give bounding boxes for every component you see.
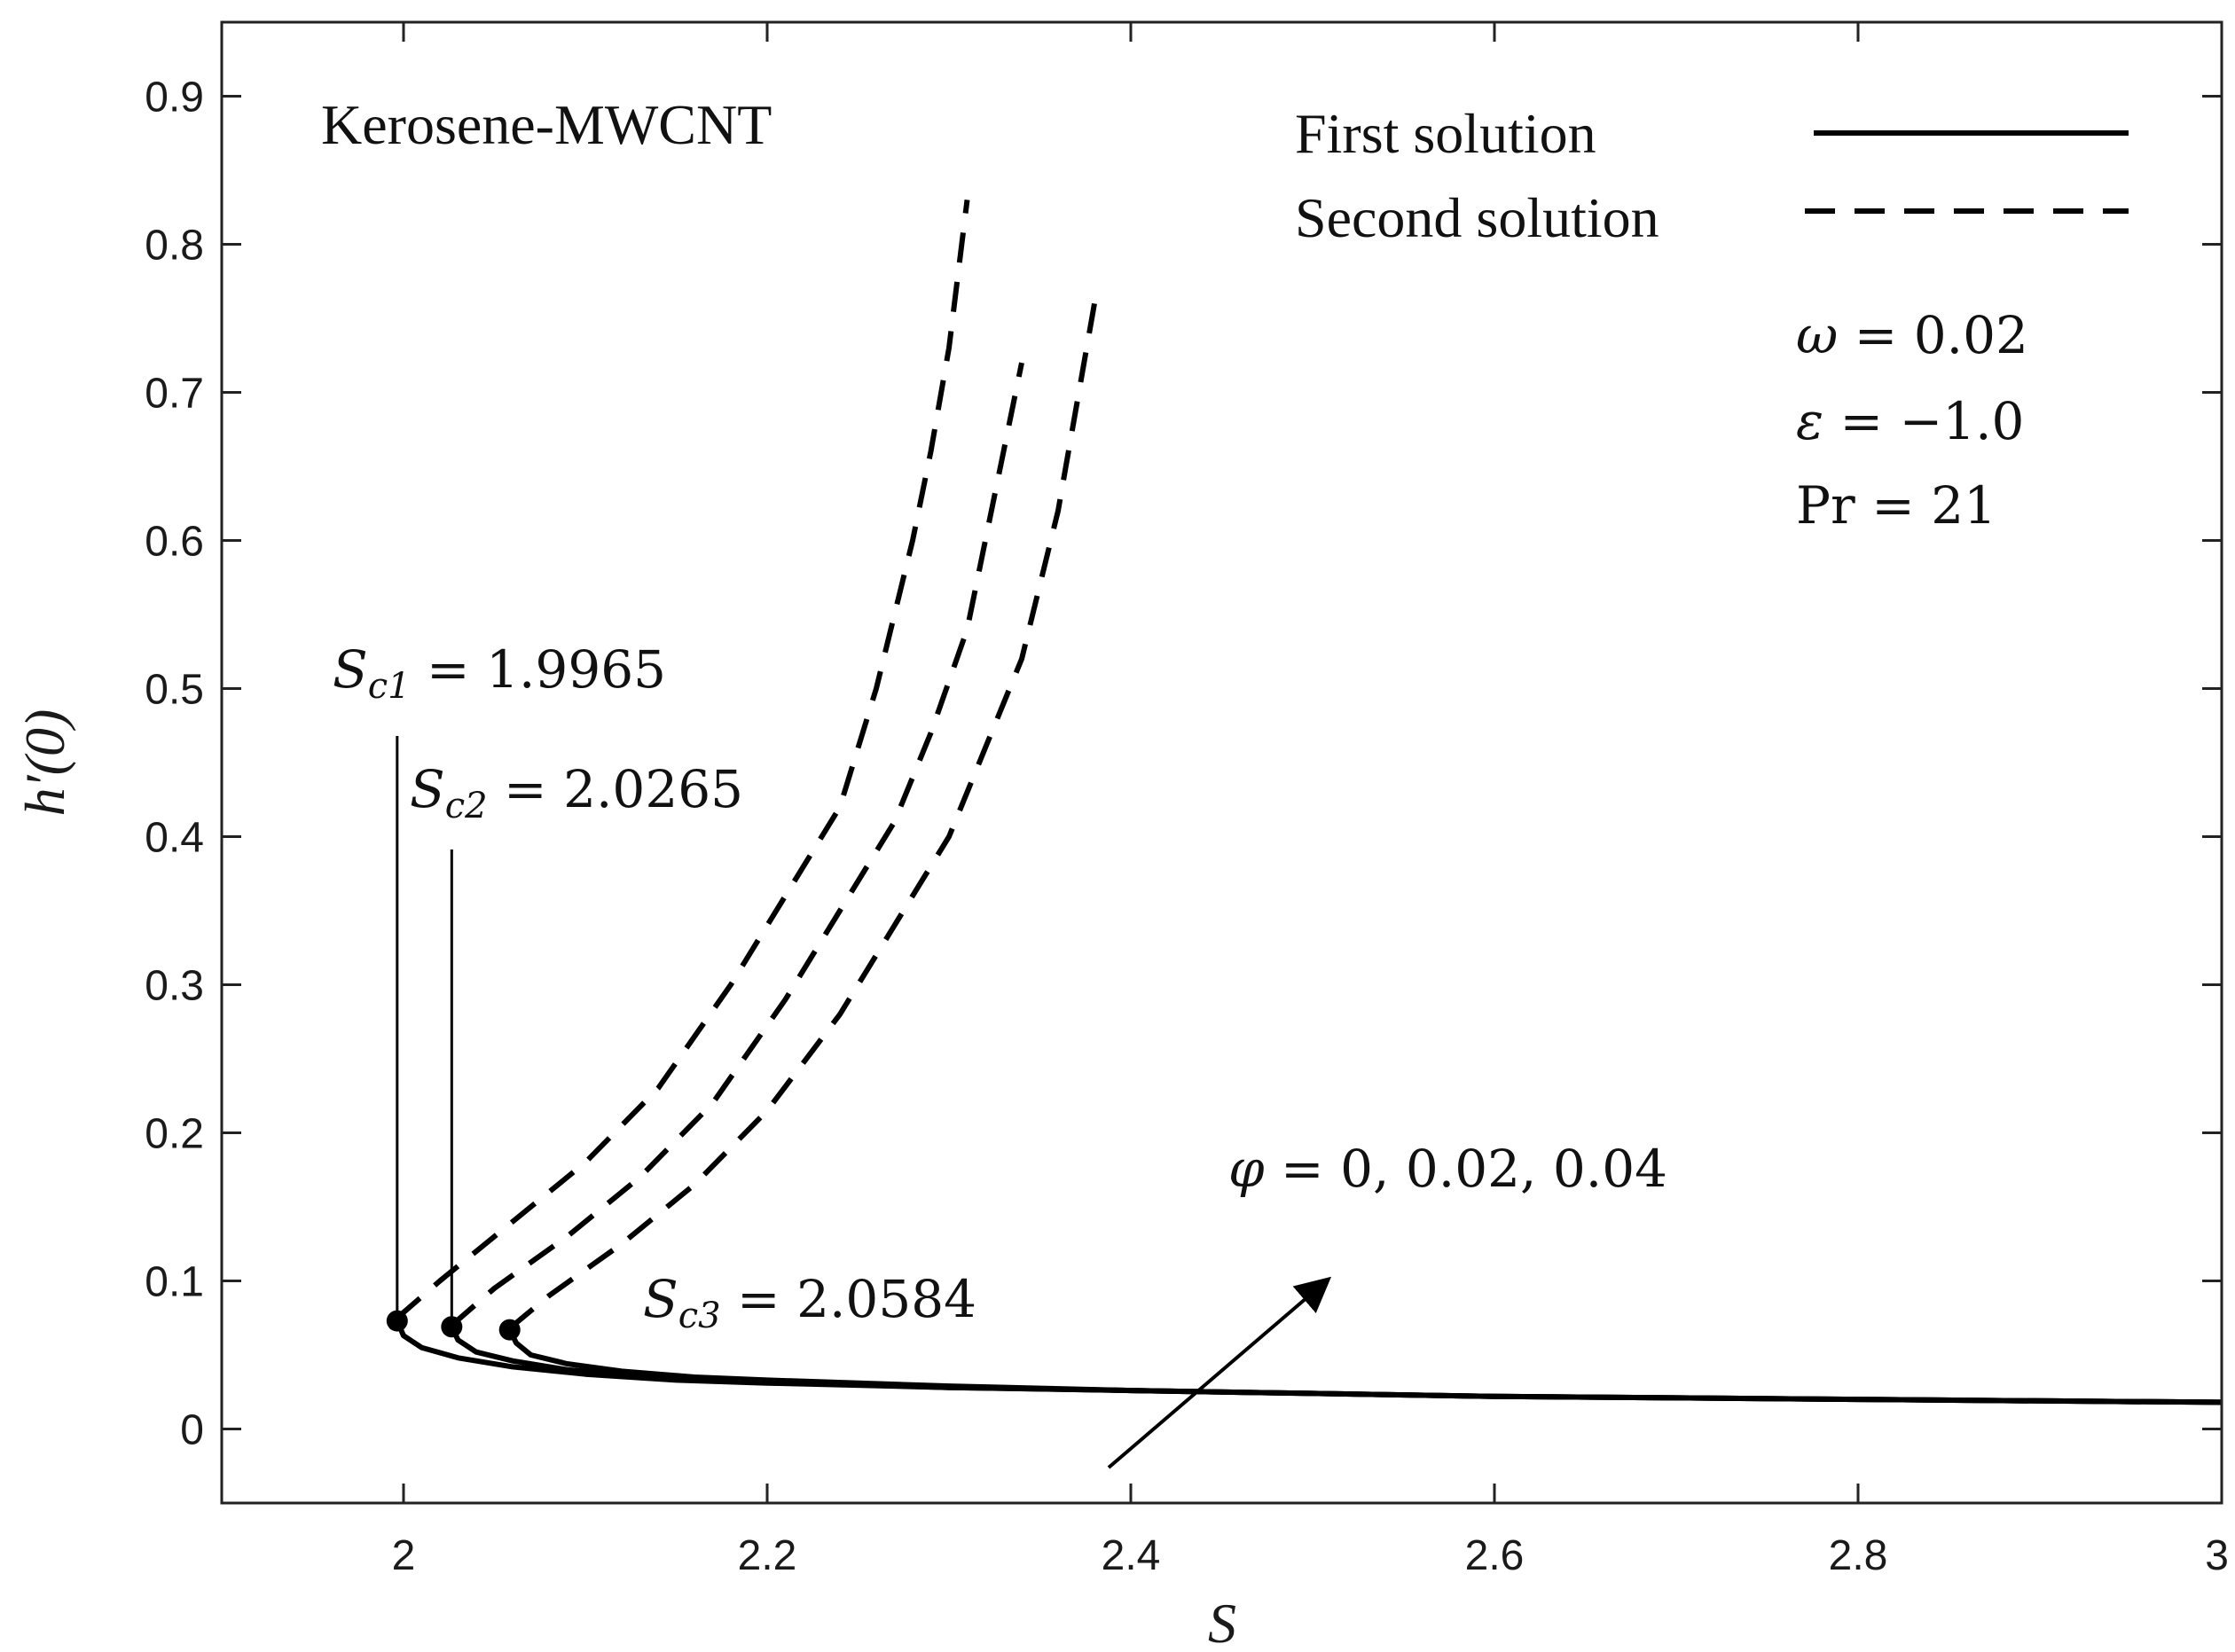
label-sc1: Sc1 = 1.9965 [333, 639, 666, 707]
legend-label-second-solution: Second solution [1295, 186, 1659, 249]
y-tick-label: 0.8 [145, 223, 204, 270]
x-tick-label: 2 [392, 1532, 416, 1579]
series-layer [395, 200, 2223, 1405]
y-tick-label: 0 [180, 1407, 204, 1454]
param-omega: ω = 0.02 [1796, 305, 2028, 365]
legend: First solution Second solution [1295, 102, 2129, 249]
phi-arrow [1107, 1276, 1332, 1469]
fluid-label: Kerosene-MWCNT [321, 93, 772, 156]
phi-label: φ = 0, 0.02, 0.04 [1228, 1139, 1667, 1199]
y-axis-title: h′(0) [13, 709, 76, 817]
axes-box [220, 20, 2223, 1505]
critical-points-layer [386, 1310, 521, 1341]
second-solution-line-1 [450, 362, 1024, 1327]
plot-area [222, 22, 2222, 1503]
x-axis-title: S [1208, 1592, 1236, 1652]
leader-lines-layer [396, 736, 453, 1327]
y-tick-label: 0.3 [145, 963, 204, 1010]
y-tick-label: 0.2 [145, 1111, 204, 1158]
x-tick-label: 2.4 [1102, 1532, 1161, 1579]
x-tick-label: 2.6 [1465, 1532, 1525, 1579]
parameter-block: ω = 0.02 ε = −1.0 Pr = 21 [1796, 305, 2028, 536]
x-tick-label: 3 [2205, 1532, 2229, 1579]
x-tick-label: 2.8 [1829, 1532, 1888, 1579]
y-tick-label: 0.1 [145, 1259, 204, 1306]
x-axis: 2 2.2 2.4 2.6 2.8 3 [392, 22, 2229, 1579]
y-tick-label: 0.9 [145, 74, 204, 121]
legend-label-first-solution: First solution [1295, 102, 1596, 165]
first-solution-line-2 [507, 1328, 2223, 1405]
x-tick-label: 2.2 [738, 1532, 797, 1579]
param-epsilon: ε = −1.0 [1796, 391, 2024, 451]
y-axis: 0 0.1 0.2 0.3 0.4 0.5 0.6 0.7 0.8 0.9 [145, 74, 2222, 1454]
y-tick-label: 0.4 [145, 815, 204, 862]
y-tick-label: 0.7 [145, 371, 204, 418]
second-solution-line-0 [395, 200, 970, 1320]
label-sc3: Sc3 = 2.0584 [643, 1269, 976, 1336]
second-solution-line-2 [507, 302, 1097, 1331]
label-sc2: Sc2 = 2.0265 [410, 759, 743, 826]
critical-point-c3 [498, 1319, 521, 1341]
y-tick-label: 0.6 [145, 519, 204, 566]
param-prandtl: Pr = 21 [1796, 475, 1996, 536]
y-tick-label: 0.5 [145, 667, 204, 714]
